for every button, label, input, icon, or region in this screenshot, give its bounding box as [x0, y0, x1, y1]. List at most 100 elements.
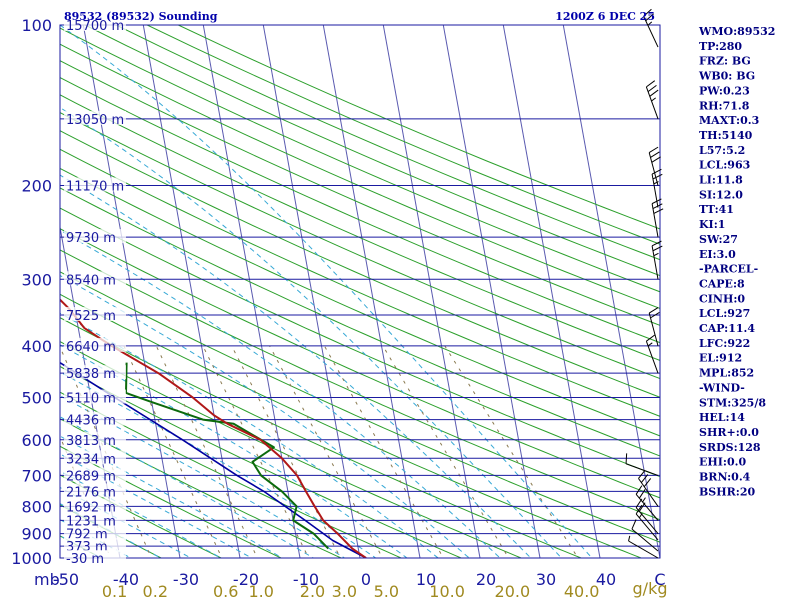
- height-label: 1692 m: [66, 500, 116, 515]
- stat-entry: KI:1: [699, 218, 725, 231]
- stat-entry: EL:912: [699, 352, 742, 365]
- pressure-tick-label: 700: [21, 466, 52, 485]
- dry-adiabat-line: [60, 341, 523, 558]
- stat-entry: STM:325/8: [699, 396, 766, 409]
- wind-barb: [648, 146, 661, 186]
- temperature-tick-label: 10: [416, 570, 436, 589]
- wind-barb: [645, 80, 659, 120]
- height-label: 7525 m: [66, 309, 116, 324]
- moist-adiabat-line: [60, 416, 315, 558]
- isotherm-line: [442, 25, 541, 558]
- height-label: 2689 m: [66, 469, 116, 484]
- height-label-bg: [64, 337, 126, 352]
- mixing-ratio-line: [323, 345, 444, 558]
- dry-adiabat-line: [60, 94, 660, 361]
- isotherm-line: [202, 25, 301, 558]
- stat-entry: -PARCEL-: [699, 263, 758, 276]
- height-label-bg: [64, 306, 126, 321]
- height-label-bg: [64, 110, 126, 125]
- mixing-ratio-line: [382, 345, 510, 558]
- stat-entry: CAP:11.4: [699, 322, 755, 335]
- stat-entry: LCL:927: [699, 307, 750, 320]
- height-label-bg: [64, 177, 126, 192]
- temperature-profile-line: [60, 298, 367, 558]
- height-label-bg: [64, 498, 126, 513]
- height-label-bg: [64, 512, 126, 527]
- dry-adiabat-line: [60, 249, 660, 521]
- stat-entry: MPL:852: [699, 367, 754, 380]
- height-label: 8540 m: [66, 273, 116, 288]
- pressure-tick-label: 500: [21, 389, 52, 408]
- stat-entry: LCL:963: [699, 159, 750, 172]
- pressure-tick-label: 400: [21, 337, 52, 356]
- stat-entry: FRZ: BG: [699, 55, 751, 68]
- height-label-bg: [64, 467, 126, 482]
- stat-entry: SW:27: [699, 233, 738, 246]
- mixing-ratio-label: 0.2: [143, 582, 168, 600]
- temperature-tick-label: 30: [536, 570, 556, 589]
- stat-entry: EI:3.0: [699, 248, 736, 261]
- height-label-bg: [64, 431, 126, 446]
- wind-barb: [651, 168, 663, 208]
- height-label: 5838 m: [66, 367, 116, 382]
- temperature-tick-label: -50: [53, 570, 79, 589]
- dry-adiabat-line: [60, 365, 463, 558]
- isotherm-line: [142, 25, 241, 558]
- stat-entry: LFC:922: [699, 337, 750, 350]
- height-label: 15700 m: [66, 19, 124, 34]
- stat-entry: CAPE:8: [699, 277, 745, 290]
- dry-adiabat-line: [114, 25, 660, 261]
- chart-title-station: 89532 (89532) Sounding: [64, 10, 218, 23]
- stat-entry: HEL:14: [699, 411, 745, 424]
- pressure-tick-label: 200: [21, 176, 52, 195]
- mixing-ratio-label: 3.0: [332, 582, 357, 600]
- height-label: 5110 m: [66, 392, 116, 407]
- wind-barb: [643, 8, 659, 48]
- height-label-bg: [64, 525, 126, 540]
- height-label: 11170 m: [66, 179, 124, 194]
- stat-entry: SHR+:0.0: [699, 426, 759, 439]
- stat-entry: PW:0.23: [699, 84, 750, 97]
- moist-adiabat-line: [60, 312, 439, 558]
- stat-entry: EHI:0.0: [699, 456, 746, 469]
- stat-entry: BSHR:20: [699, 485, 755, 498]
- pressure-tick-label: 900: [21, 525, 52, 544]
- mixing-ratio-unit-label: g/kg: [633, 579, 668, 598]
- temperature-tick-label: -30: [173, 570, 199, 589]
- isotherm-line: [502, 25, 601, 558]
- stat-entry: L57:5.2: [699, 144, 745, 157]
- stat-entry: CINH:0: [699, 292, 745, 305]
- dry-adiabat-line: [60, 187, 660, 457]
- pressure-tick-label: 800: [21, 497, 52, 516]
- stat-entry: BRN:0.4: [699, 471, 751, 484]
- plot-frame: [59, 24, 661, 559]
- dry-adiabat-line: [60, 76, 660, 344]
- pressure-tick-label: 1000: [11, 549, 52, 568]
- mixing-ratio-label: 1.0: [248, 582, 273, 600]
- moist-adiabat-line: [60, 229, 501, 558]
- mixing-ratio-label: 10.0: [429, 582, 465, 600]
- height-label: 3234 m: [66, 452, 116, 467]
- height-label: 13050 m: [66, 113, 124, 128]
- height-label-bg: [64, 538, 126, 553]
- stat-entry: WB0: BG: [698, 70, 755, 83]
- dry-adiabat-line: [60, 112, 660, 380]
- mixing-ratio-label: 0.6: [213, 582, 238, 600]
- mixing-ratio-label: 2.0: [300, 582, 325, 600]
- height-label-bg: [64, 450, 126, 465]
- height-label-bg: [64, 483, 126, 498]
- pressure-tick-label: 300: [21, 270, 52, 289]
- background-grid: [60, 25, 660, 558]
- wind-barb: [638, 469, 659, 507]
- moist-adiabat-line: [60, 344, 408, 558]
- dry-adiabat-line: [60, 391, 403, 558]
- wind-barb: [635, 485, 659, 521]
- dry-adiabat-line: [60, 418, 343, 558]
- temperature-tick-label: 40: [596, 570, 616, 589]
- stat-entry: TT:41: [699, 203, 734, 216]
- mixing-ratio-line: [231, 345, 342, 558]
- stat-entry: MAXT:0.3: [699, 114, 759, 127]
- wind-barb: [625, 453, 659, 476]
